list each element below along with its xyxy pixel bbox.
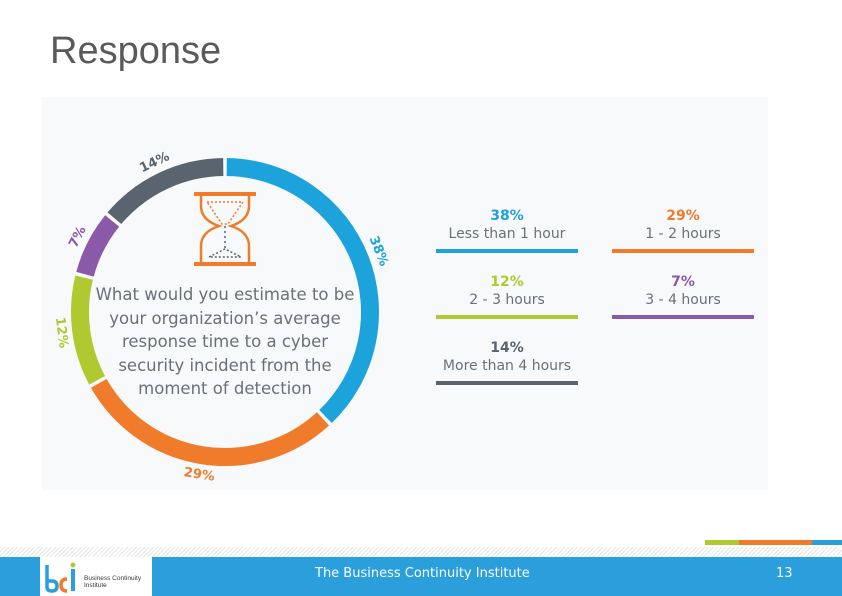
legend-bar — [436, 381, 578, 385]
legend-label: 3 - 4 hours — [645, 292, 721, 308]
legend-bar — [436, 249, 578, 253]
page-number: 13 — [776, 566, 793, 581]
legend-value: 38% — [490, 208, 524, 224]
legend-label: 2 - 3 hours — [469, 292, 545, 308]
footer-bar: Business Continuity Institute The Busine… — [0, 557, 842, 596]
logo-text: Business Continuity Institute — [84, 575, 142, 589]
legend-bar — [436, 315, 578, 319]
legend-value: 7% — [671, 274, 695, 290]
legend-bar — [612, 249, 754, 253]
footer-accent-orange — [739, 540, 812, 545]
legend-value: 29% — [666, 208, 700, 224]
legend-value: 14% — [490, 340, 524, 356]
infographic-panel — [42, 97, 768, 490]
footer-organization: The Business Continuity Institute — [315, 566, 530, 581]
donut-slice-2 — [71, 275, 106, 385]
hourglass-icon — [194, 192, 256, 266]
footer-accent-blue — [812, 540, 842, 545]
donut-slice-0 — [226, 158, 379, 423]
legend-item-1: 29% 1 - 2 hours — [612, 207, 754, 253]
legend-bar — [612, 315, 754, 319]
legend-label: More than 4 hours — [442, 358, 572, 374]
legend-item-4: 14% More than 4 hours — [436, 339, 578, 385]
legend-item-0: 38% Less than 1 hour — [436, 207, 578, 253]
chart-question: What would you estimate to be your organ… — [95, 285, 355, 398]
donut-slice-1 — [90, 378, 330, 466]
legend-value: 12% — [490, 274, 524, 290]
donut-slice-label-1: 29% — [183, 465, 216, 485]
donut-slice-4 — [107, 158, 224, 225]
bci-logo-icon — [45, 562, 76, 593]
donut-chart: 38%29%12%7%14% — [52, 149, 391, 485]
bci-logo: Business Continuity Institute — [40, 557, 152, 596]
footer-stripe — [0, 547, 842, 559]
donut-slice-3 — [76, 215, 120, 277]
legend-label: 1 - 2 hours — [645, 226, 721, 242]
donut-slice-label-2: 12% — [52, 316, 71, 349]
footer-accent-green — [705, 540, 739, 545]
slide-title: Response — [50, 30, 222, 72]
legend-item-3: 7% 3 - 4 hours — [612, 273, 754, 319]
legend-item-2: 12% 2 - 3 hours — [436, 273, 578, 319]
legend-label: Less than 1 hour — [448, 226, 566, 242]
